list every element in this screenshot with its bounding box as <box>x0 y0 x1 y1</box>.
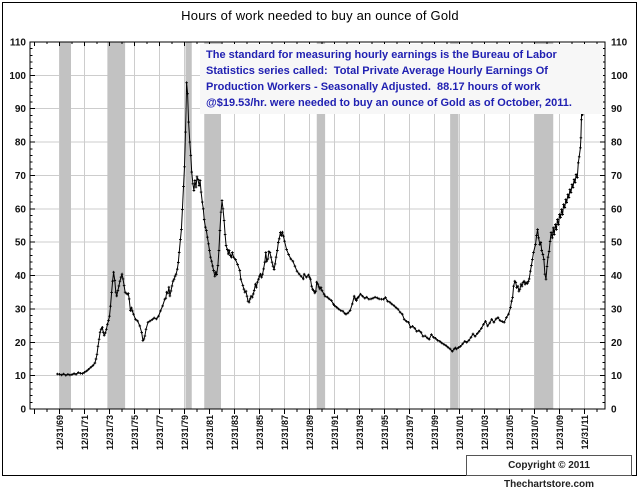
svg-text:70: 70 <box>15 171 27 182</box>
svg-text:60: 60 <box>15 204 27 215</box>
svg-text:60: 60 <box>611 204 623 215</box>
svg-text:12/31/95: 12/31/95 <box>380 415 390 450</box>
svg-text:10: 10 <box>611 371 623 382</box>
svg-text:12/31/09: 12/31/09 <box>555 415 565 450</box>
svg-text:12/31/03: 12/31/03 <box>480 415 490 450</box>
svg-text:90: 90 <box>15 104 27 115</box>
svg-text:12/31/75: 12/31/75 <box>130 415 140 450</box>
y-axis-labels-left: 0 10 20 30 40 50 60 70 80 90 100 110 <box>9 38 26 416</box>
svg-text:40: 40 <box>611 271 623 282</box>
svg-text:50: 50 <box>611 238 623 249</box>
svg-text:12/31/79: 12/31/79 <box>180 415 190 450</box>
y-axis-labels-right: 0 10 20 30 40 50 60 70 80 90 100 110 <box>611 38 628 416</box>
svg-text:50: 50 <box>15 238 27 249</box>
annotation-line-2: Statistics series called: Total Private … <box>206 65 548 77</box>
svg-text:12/31/87: 12/31/87 <box>280 415 290 450</box>
svg-text:12/31/11: 12/31/11 <box>580 415 590 450</box>
annotation-box: The standard for measuring hourly earnin… <box>200 44 603 114</box>
svg-text:30: 30 <box>15 304 27 315</box>
gold-hours-line-chart: 0 10 20 30 40 50 60 70 80 90 100 110 0 10 20 30 40 50 60 70… <box>9 38 628 451</box>
svg-text:12/31/85: 12/31/85 <box>255 415 265 450</box>
svg-text:12/31/69: 12/31/69 <box>55 415 65 450</box>
svg-text:110: 110 <box>10 38 27 49</box>
svg-text:12/31/93: 12/31/93 <box>355 415 365 450</box>
svg-text:12/31/83: 12/31/83 <box>230 415 240 450</box>
data-series-hours-of-work-per-ounce-of-gold <box>56 81 584 377</box>
svg-text:0: 0 <box>611 405 617 416</box>
svg-text:90: 90 <box>611 104 623 115</box>
recession-bands <box>59 42 554 409</box>
svg-text:12/31/81: 12/31/81 <box>205 415 215 450</box>
svg-text:20: 20 <box>15 338 27 349</box>
svg-text:12/31/73: 12/31/73 <box>105 415 115 450</box>
svg-text:12/31/05: 12/31/05 <box>505 415 515 450</box>
svg-text:12/31/97: 12/31/97 <box>405 415 415 450</box>
chart-title: Hours of work needed to buy an ounce of … <box>181 8 459 23</box>
svg-text:0: 0 <box>20 405 26 416</box>
svg-text:12/31/01: 12/31/01 <box>455 415 465 450</box>
svg-text:12/31/91: 12/31/91 <box>330 415 340 450</box>
svg-text:40: 40 <box>15 271 27 282</box>
svg-text:12/31/07: 12/31/07 <box>530 415 540 450</box>
svg-text:80: 80 <box>15 138 27 149</box>
annotation-line-4: @$19.53/hr. were needed to buy an ounce … <box>206 97 572 109</box>
annotation-line-3: Production Workers - Seasonally Adjusted… <box>206 81 541 93</box>
svg-text:12/31/89: 12/31/89 <box>305 415 315 450</box>
svg-text:80: 80 <box>611 138 623 149</box>
svg-text:110: 110 <box>611 38 628 49</box>
svg-text:20: 20 <box>611 338 623 349</box>
svg-text:30: 30 <box>611 304 623 315</box>
svg-text:12/31/77: 12/31/77 <box>155 415 165 450</box>
copyright-box: Copyright © 2011 Thechartstore.com <box>466 455 632 490</box>
svg-text:10: 10 <box>15 371 27 382</box>
svg-text:12/31/71: 12/31/71 <box>80 415 90 450</box>
svg-text:70: 70 <box>611 171 623 182</box>
annotation-line-1: The standard for measuring hourly earnin… <box>206 49 557 61</box>
svg-text:100: 100 <box>611 71 628 82</box>
svg-text:12/31/99: 12/31/99 <box>430 415 440 450</box>
x-axis-labels: 12/31/69 12/31/71 12/31/73 12/31/75 12/31/77… <box>55 415 590 450</box>
svg-text:100: 100 <box>9 71 26 82</box>
